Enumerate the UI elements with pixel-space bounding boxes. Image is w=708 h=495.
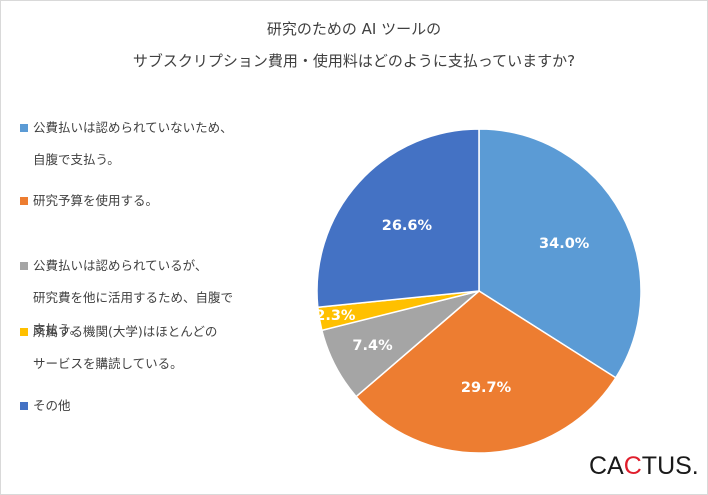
legend-label-2-line-1: 研究予算を使用する。 xyxy=(33,193,159,208)
slice-5-value-label: 26.6% xyxy=(382,218,433,234)
slice-4-value-label: 2.3% xyxy=(315,308,356,324)
legend-item-2: 研究予算を使用する。 xyxy=(20,190,158,212)
slice-3-value-label: 7.4% xyxy=(352,338,393,354)
legend-swatch-4 xyxy=(20,328,28,336)
pie-slice-1 xyxy=(478,128,642,379)
legend-item-3: 公費払いは認められているが、研究費を他に活用するため、自腹で 支払う。 xyxy=(20,255,233,341)
cactus-logo: CACTUS. xyxy=(589,452,699,481)
pie-slice-5 xyxy=(316,128,480,309)
slice-2-value-label: 29.7% xyxy=(461,380,512,396)
legend-swatch-3 xyxy=(20,262,28,270)
legend-swatch-5 xyxy=(20,402,28,410)
chart-title-line-2: サブスクリプション費用・使用料はどのように支払っていますか? xyxy=(132,52,576,70)
pie-slice-2 xyxy=(355,290,617,454)
legend-label-3-line-2: 研究費を他に活用するため、自腹で xyxy=(33,290,234,305)
legend-swatch-1 xyxy=(20,124,28,132)
legend-label-1-line-1: 公費払いは認められていないため、 xyxy=(33,120,233,135)
chart-title-line-1: 研究のための AI ツールの xyxy=(266,20,442,38)
legend-item-4: 所属する機関(大学)はほとんどの サービスを購読している。 xyxy=(20,321,217,375)
logo-text-accent: C xyxy=(623,452,642,480)
legend-label-4-line-1: 所属する機関(大学)はほとんどの xyxy=(33,324,218,339)
legend-swatch-2 xyxy=(20,197,28,205)
legend-item-5: その他 xyxy=(20,395,71,417)
legend-label-4-line-2: サービスを購読している。 xyxy=(33,356,183,371)
legend-label-1-line-2: 自腹で支払う。 xyxy=(33,152,120,167)
slice-1-value-label: 34.0% xyxy=(539,236,590,252)
legend-label-3-line-3: 支払う。 xyxy=(33,322,83,337)
legend-item-1: 公費払いは認められていないため、 自腹で支払う。 xyxy=(20,117,233,171)
legend-label-3-line-1: 公費払いは認められているが、 xyxy=(33,258,208,273)
logo-text-prefix: CA xyxy=(589,452,624,480)
legend-label-5-line-1: その他 xyxy=(33,398,71,413)
logo-text-suffix: TUS. xyxy=(641,452,699,480)
